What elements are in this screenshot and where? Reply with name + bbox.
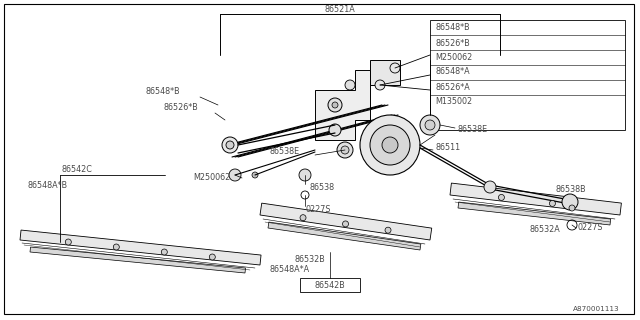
Circle shape [222,137,238,153]
Circle shape [382,137,398,153]
Text: 86538E: 86538E [270,148,300,156]
Bar [300,278,360,292]
Polygon shape [315,70,370,140]
Circle shape [328,98,342,112]
Polygon shape [458,202,611,225]
Circle shape [370,125,410,165]
Text: 86526*A: 86526*A [435,83,470,92]
Text: 86548*A: 86548*A [435,68,470,76]
Text: 86542C: 86542C [62,165,93,174]
Text: 86538B: 86538B [555,186,586,195]
Text: 86538E: 86538E [457,125,487,134]
Text: 86542B: 86542B [315,281,346,290]
Text: 86548A*B: 86548A*B [27,180,67,189]
Circle shape [337,142,353,158]
Circle shape [226,141,234,149]
Text: 86532B: 86532B [294,255,325,265]
Text: 86538: 86538 [310,183,335,193]
Bar [430,20,625,130]
Circle shape [420,115,440,135]
Text: 86526*B: 86526*B [163,103,198,113]
Circle shape [209,254,215,260]
Circle shape [390,63,400,73]
Polygon shape [30,247,246,273]
Circle shape [385,227,391,233]
Text: M135002: M135002 [435,97,472,106]
Text: M250062: M250062 [193,173,230,182]
Text: 86548*B: 86548*B [435,23,470,33]
Polygon shape [268,222,421,250]
Circle shape [499,195,504,200]
Circle shape [65,239,71,245]
Text: 0227S: 0227S [305,205,330,214]
Text: M250062: M250062 [435,52,472,61]
Text: 86532A: 86532A [530,226,561,235]
Circle shape [341,146,349,154]
Circle shape [329,124,341,136]
Circle shape [425,120,435,130]
Circle shape [342,221,349,227]
Text: 86526*B: 86526*B [435,38,470,47]
Circle shape [562,194,578,210]
Circle shape [549,200,556,206]
Text: 86548*B: 86548*B [145,87,180,97]
Polygon shape [260,203,432,240]
Circle shape [360,115,420,175]
Circle shape [229,169,241,181]
Text: 86521A: 86521A [324,5,355,14]
Text: 86511: 86511 [435,143,460,153]
Polygon shape [20,230,261,265]
Circle shape [299,169,311,181]
Circle shape [375,80,385,90]
Circle shape [569,205,575,211]
Polygon shape [450,183,621,215]
Circle shape [300,215,306,221]
Text: 0227S: 0227S [578,223,604,233]
Circle shape [332,102,338,108]
Text: 86548A*A: 86548A*A [270,266,310,275]
Circle shape [252,172,258,178]
Bar [370,60,400,85]
Circle shape [345,80,355,90]
Circle shape [113,244,119,250]
Circle shape [161,249,167,255]
Circle shape [484,181,496,193]
Text: A870001113: A870001113 [573,306,620,312]
